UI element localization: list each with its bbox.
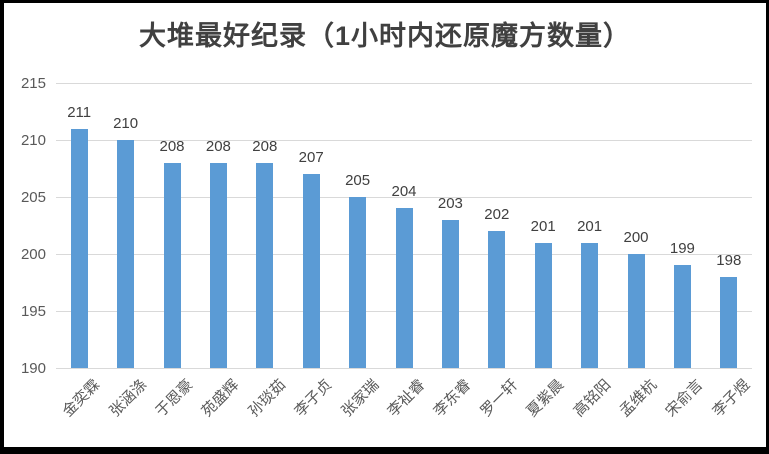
- x-category-label: 李东睿: [430, 376, 475, 421]
- bar-value-label: 202: [484, 206, 510, 224]
- bar: [70, 128, 88, 368]
- x-category-label: 张家瑞: [338, 376, 382, 421]
- bar: [581, 242, 599, 368]
- x-category-label: 于恩豪: [152, 376, 197, 421]
- chart-title: 大堆最好纪录（1小时内还原魔方数量）: [138, 21, 631, 51]
- bar-value-label: 208: [159, 137, 185, 155]
- bar-value-label: 210: [113, 115, 139, 132]
- plot-area: 190 195 200 205 210 215 211 金奕霖 210 张涵涤 208 于恩豪 208 苑…: [4, 3, 766, 447]
- bar: [302, 174, 320, 368]
- bar: [209, 162, 227, 368]
- x-category-label: 高铭阳: [570, 376, 614, 421]
- bar-value-label: 207: [298, 149, 324, 167]
- x-category-label: 金奕霖: [59, 376, 104, 421]
- x-category-label: 李子煜: [709, 376, 754, 421]
- x-category-label: 夏紫晨: [523, 376, 568, 421]
- x-category-label: 宋俞言: [662, 376, 707, 421]
- y-tick-label: 195: [20, 303, 46, 320]
- bar: [627, 254, 645, 368]
- x-category-label: 苑盛辉: [198, 376, 243, 421]
- bar-value-label: 208: [205, 137, 231, 155]
- gridline: [56, 368, 752, 369]
- y-tick-label: 190: [20, 360, 46, 377]
- bar-value-label: 200: [623, 229, 649, 246]
- bar-value-label: 211: [67, 103, 92, 121]
- bar: [117, 140, 135, 368]
- gridline: [56, 197, 752, 198]
- bar-value-label: 203: [437, 194, 463, 212]
- y-tick-label: 205: [20, 189, 46, 206]
- x-category-label: 张涵涤: [106, 376, 150, 421]
- x-category-label: 孙琰茹: [245, 376, 290, 421]
- x-category-label: 李子贞: [291, 376, 336, 421]
- bar-value-label: 199: [669, 240, 695, 258]
- gridline: [56, 83, 752, 84]
- bar-value-label: 201: [577, 217, 603, 235]
- bar: [488, 231, 506, 368]
- bar: [720, 276, 738, 368]
- bar: [534, 242, 552, 368]
- y-tick-label: 210: [20, 132, 46, 149]
- bar-value-label: 208: [252, 137, 278, 155]
- bar-value-label: 201: [530, 217, 556, 235]
- bar: [673, 265, 691, 368]
- gridline: [56, 140, 752, 141]
- bar: [349, 197, 367, 368]
- bar-value-label: 205: [345, 172, 371, 189]
- bar-value-label: 198: [716, 251, 742, 269]
- bar: [395, 208, 413, 368]
- bar-value-label: 204: [391, 183, 417, 201]
- x-category-label: 罗一轩: [477, 376, 522, 421]
- y-tick-label: 200: [20, 246, 46, 263]
- x-category-label: 孟维杭: [616, 376, 661, 421]
- bar: [163, 162, 181, 368]
- x-category-label: 李祉睿: [384, 376, 429, 421]
- bar: [256, 162, 274, 368]
- bar: [441, 219, 459, 368]
- y-tick-label: 215: [20, 75, 46, 92]
